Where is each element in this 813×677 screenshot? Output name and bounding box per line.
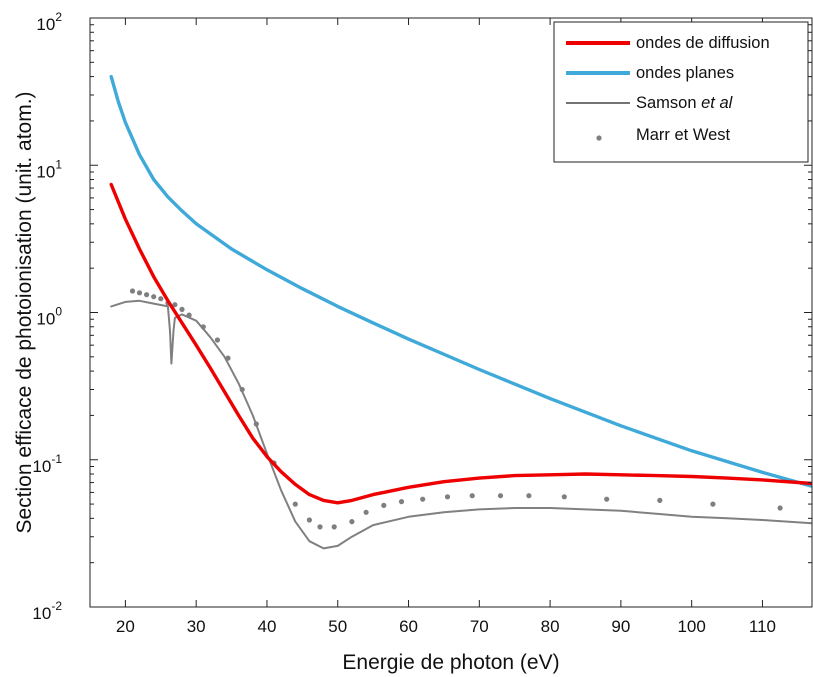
x-tick-label: 20 (116, 617, 135, 636)
legend-label: Marr et West (636, 126, 731, 144)
legend-marker (596, 135, 602, 141)
data-point (777, 505, 783, 511)
x-tick-label: 60 (399, 617, 418, 636)
data-point (317, 524, 323, 530)
data-point (331, 524, 337, 530)
legend-box (553, 21, 809, 163)
data-point (158, 296, 164, 302)
data-series-group (109, 74, 812, 550)
data-point (186, 312, 192, 318)
y-axis: 10-2 10-1 100 101 102 (32, 10, 812, 623)
data-point (420, 496, 426, 502)
data-point (253, 421, 259, 427)
data-point (292, 501, 298, 507)
series-marr-west (129, 288, 783, 530)
data-point (561, 494, 567, 500)
y-tick-label: 10-1 (32, 452, 62, 476)
data-point (363, 509, 369, 515)
data-point (306, 517, 312, 523)
y-tick-label: 10-2 (32, 599, 62, 623)
x-tick-label: 70 (470, 617, 489, 636)
data-point (200, 324, 206, 330)
x-tick-label: 100 (677, 617, 705, 636)
x-tick-label: 80 (541, 617, 560, 636)
data-point (214, 337, 220, 343)
y-tick-label: 100 (36, 305, 62, 329)
data-point (172, 302, 178, 308)
series-line-samson (110, 299, 812, 550)
x-axis-title: Energie de photon (eV) (342, 651, 559, 674)
data-point (144, 292, 150, 298)
data-point (497, 493, 504, 499)
legend-label: ondes planes (636, 64, 734, 82)
data-point (657, 497, 663, 503)
legend-item-samson: Samson et al (566, 94, 734, 112)
data-point (239, 386, 245, 393)
series-line-ondes-planes (109, 74, 812, 488)
data-point (444, 494, 451, 500)
series-line-ondes-de-diffusion (109, 182, 812, 505)
x-tick-label: 90 (611, 617, 630, 636)
x-axis: 20 30 40 50 60 70 80 90 100 110 (116, 18, 776, 636)
x-tick-label: 50 (328, 617, 347, 636)
legend-item-ondes-de-diffusion: ondes de diffusion (566, 34, 770, 52)
legend: ondes de diffusion ondes planes Samson et … (553, 21, 809, 163)
data-point (129, 288, 136, 294)
legend-label: ondes de diffusion (636, 34, 770, 52)
legend-label: Samson et al (636, 94, 734, 112)
data-point (349, 519, 355, 525)
x-tick-label: 110 (749, 617, 776, 636)
data-point (604, 496, 610, 502)
y-tick-label: 102 (36, 10, 62, 34)
legend-item-ondes-planes: ondes planes (566, 64, 734, 82)
data-point (179, 306, 185, 312)
x-tick-label: 30 (187, 617, 206, 636)
data-point (225, 355, 231, 361)
y-axis-title: Section efficace de photoionisation (uni… (13, 91, 36, 533)
data-point (151, 294, 157, 300)
data-point (710, 501, 716, 507)
data-point (136, 290, 143, 296)
data-point (526, 493, 532, 499)
data-point (381, 502, 387, 508)
y-tick-label: 101 (36, 157, 62, 181)
data-point (469, 493, 475, 499)
legend-item-marr-west: Marr et West (596, 126, 731, 144)
data-point (398, 499, 405, 505)
x-tick-label: 40 (257, 617, 276, 636)
